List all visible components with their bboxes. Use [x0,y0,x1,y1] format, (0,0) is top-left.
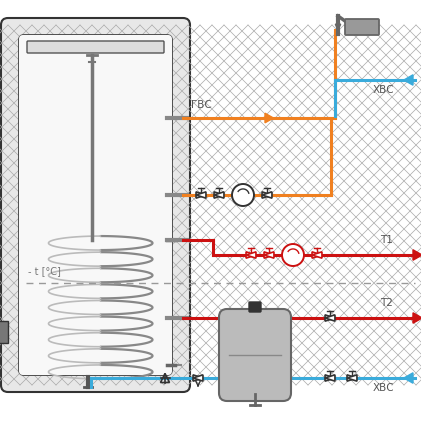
Polygon shape [413,250,421,260]
Text: T1: T1 [380,235,393,245]
FancyBboxPatch shape [249,302,261,312]
Polygon shape [312,252,322,258]
Polygon shape [214,192,224,198]
Polygon shape [347,375,357,381]
Polygon shape [214,192,224,198]
FancyBboxPatch shape [1,18,190,392]
Polygon shape [413,313,421,323]
Polygon shape [264,252,274,258]
Polygon shape [325,375,335,381]
Circle shape [232,184,254,206]
FancyBboxPatch shape [219,309,291,401]
FancyBboxPatch shape [19,35,172,375]
Text: ХВС: ХВС [373,383,394,393]
Text: ГВС: ГВС [191,100,212,110]
Polygon shape [196,192,206,198]
Polygon shape [404,373,413,383]
Polygon shape [262,192,272,198]
Polygon shape [347,375,357,381]
Polygon shape [264,252,274,258]
FancyBboxPatch shape [0,321,8,343]
Polygon shape [404,75,413,85]
Polygon shape [265,113,273,123]
Polygon shape [246,252,256,258]
FancyBboxPatch shape [27,41,164,53]
Polygon shape [196,192,206,198]
Circle shape [282,244,304,266]
Polygon shape [193,375,203,381]
Text: T2: T2 [380,298,393,308]
Text: - t [°C]: - t [°C] [28,266,61,276]
Polygon shape [325,375,335,381]
Polygon shape [325,315,335,321]
Polygon shape [325,315,335,321]
Polygon shape [262,192,272,198]
Text: ХВС: ХВС [373,85,394,95]
Polygon shape [193,375,203,381]
FancyBboxPatch shape [19,35,172,375]
Polygon shape [246,252,256,258]
FancyBboxPatch shape [345,19,379,35]
Polygon shape [312,252,322,258]
